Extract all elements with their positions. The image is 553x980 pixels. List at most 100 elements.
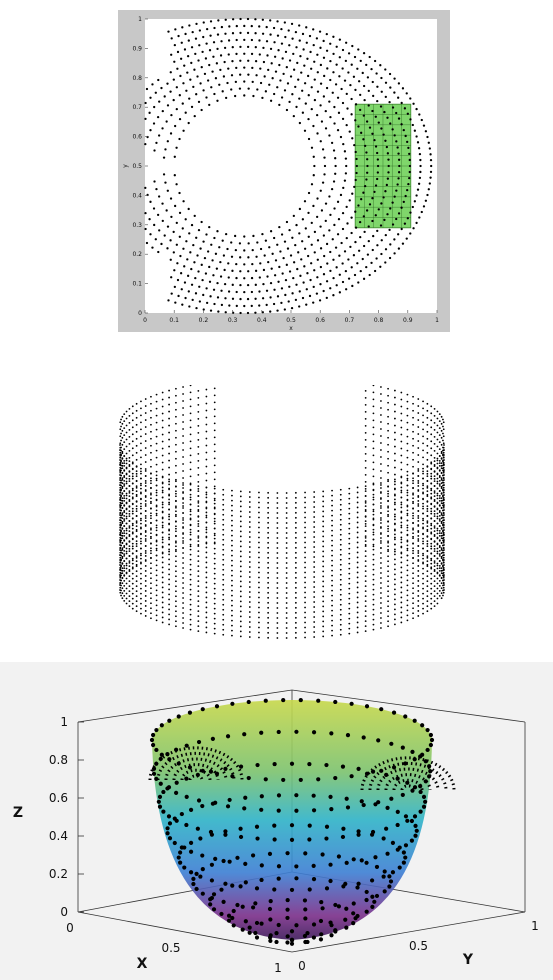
scatter-point: [212, 274, 215, 277]
cloud-point: [304, 496, 306, 499]
cloud-point: [331, 539, 333, 542]
cloud-point: [348, 567, 351, 570]
scatter-point: [216, 296, 220, 299]
cloud-point: [205, 601, 208, 604]
scatter-point: [231, 297, 235, 300]
cloud-point: [121, 443, 124, 446]
cloud-point: [205, 472, 208, 475]
cloud-point: [356, 541, 359, 544]
cloud-point: [189, 468, 192, 471]
cloud-point: [189, 508, 192, 511]
cloud-point: [322, 575, 325, 578]
cloud-point: [123, 553, 126, 556]
cloud-point: [222, 543, 225, 546]
cloud-point: [155, 524, 158, 527]
cloud-point: [285, 537, 288, 539]
cloud-point: [436, 473, 439, 476]
cloud-point: [406, 456, 409, 459]
cloud-point: [189, 528, 192, 531]
scatter-point: [306, 254, 310, 258]
scatter-point: [300, 258, 303, 261]
scatter-point: [235, 304, 238, 308]
cloud-point: [222, 558, 225, 561]
cloud-point: [150, 430, 152, 433]
y-tick-label: 0.5: [132, 163, 142, 170]
cloud-point: [331, 609, 333, 612]
cloud-point: [285, 637, 288, 639]
cloud-point: [364, 555, 367, 558]
cloud-point: [331, 514, 333, 517]
surface-point: [324, 762, 329, 768]
cloud-point: [168, 431, 170, 434]
scatter-point: [290, 22, 294, 26]
cloud-point: [442, 471, 445, 474]
scatter-point: [321, 148, 325, 151]
cloud-point: [331, 624, 333, 627]
cloud-point: [406, 569, 409, 572]
cloud-point: [417, 398, 420, 400]
cloud-point: [125, 536, 128, 539]
scatter-point: [291, 93, 294, 96]
scatter-point: [380, 76, 383, 80]
cloud-point: [294, 611, 297, 614]
surface-point: [390, 870, 396, 875]
cloud-point: [442, 565, 444, 568]
surface-point: [243, 795, 248, 800]
scatter-point: [307, 94, 310, 97]
cloud-point: [258, 631, 260, 634]
scatter-point: [416, 188, 420, 191]
cloud-point: [331, 559, 333, 562]
surface-point: [298, 777, 303, 783]
scatter-point: [169, 197, 173, 200]
cloud-point: [394, 623, 396, 626]
cloud-point: [417, 600, 420, 602]
cloud-point: [294, 501, 297, 504]
cloud-point: [161, 596, 164, 599]
scatter-point: [235, 276, 238, 280]
cloud-point: [239, 550, 242, 553]
cloud-point: [182, 617, 184, 619]
cloud-point: [248, 631, 251, 633]
surface-point: [356, 829, 361, 834]
cloud-point: [131, 419, 134, 422]
scatter-point: [375, 72, 378, 75]
scatter-point: [239, 59, 242, 62]
cloud-point: [436, 459, 439, 462]
scatter-point: [297, 78, 300, 81]
surface-point: [307, 761, 312, 767]
cloud-point: [426, 470, 429, 473]
cloud-point: [348, 497, 351, 500]
scatter-point: [371, 197, 374, 200]
scatter-point: [357, 204, 360, 207]
x-tick-label: 0.6: [315, 317, 325, 324]
surface-point: [240, 927, 245, 932]
cloud-point: [426, 430, 429, 433]
scatter-point: [180, 288, 183, 291]
cloud-point: [348, 617, 351, 620]
cloud-point: [400, 503, 403, 506]
cloud-point: [123, 483, 126, 486]
surface-point: [176, 714, 181, 719]
surface-point: [333, 928, 338, 933]
scatter-point: [397, 212, 401, 215]
cloud-point: [364, 500, 367, 503]
cloud-point: [239, 595, 242, 598]
cloud-point: [123, 584, 126, 587]
cloud-point: [364, 501, 367, 504]
cloud-point: [175, 490, 177, 493]
cloud-point: [119, 421, 122, 424]
cloud-point: [372, 468, 375, 471]
cloud-point: [442, 453, 444, 456]
cloud-point: [267, 511, 270, 514]
y-axis-label: y: [122, 164, 129, 168]
cloud-point: [313, 541, 316, 543]
cloud-point: [433, 495, 436, 498]
cloud-point: [400, 489, 403, 492]
cloud-point: [406, 479, 409, 482]
cloud-point: [440, 541, 443, 544]
scatter-point: [307, 235, 310, 238]
scatter-point: [283, 308, 286, 311]
cloud-point: [356, 511, 359, 514]
cloud-point: [182, 540, 184, 542]
surface-point: [223, 832, 228, 837]
